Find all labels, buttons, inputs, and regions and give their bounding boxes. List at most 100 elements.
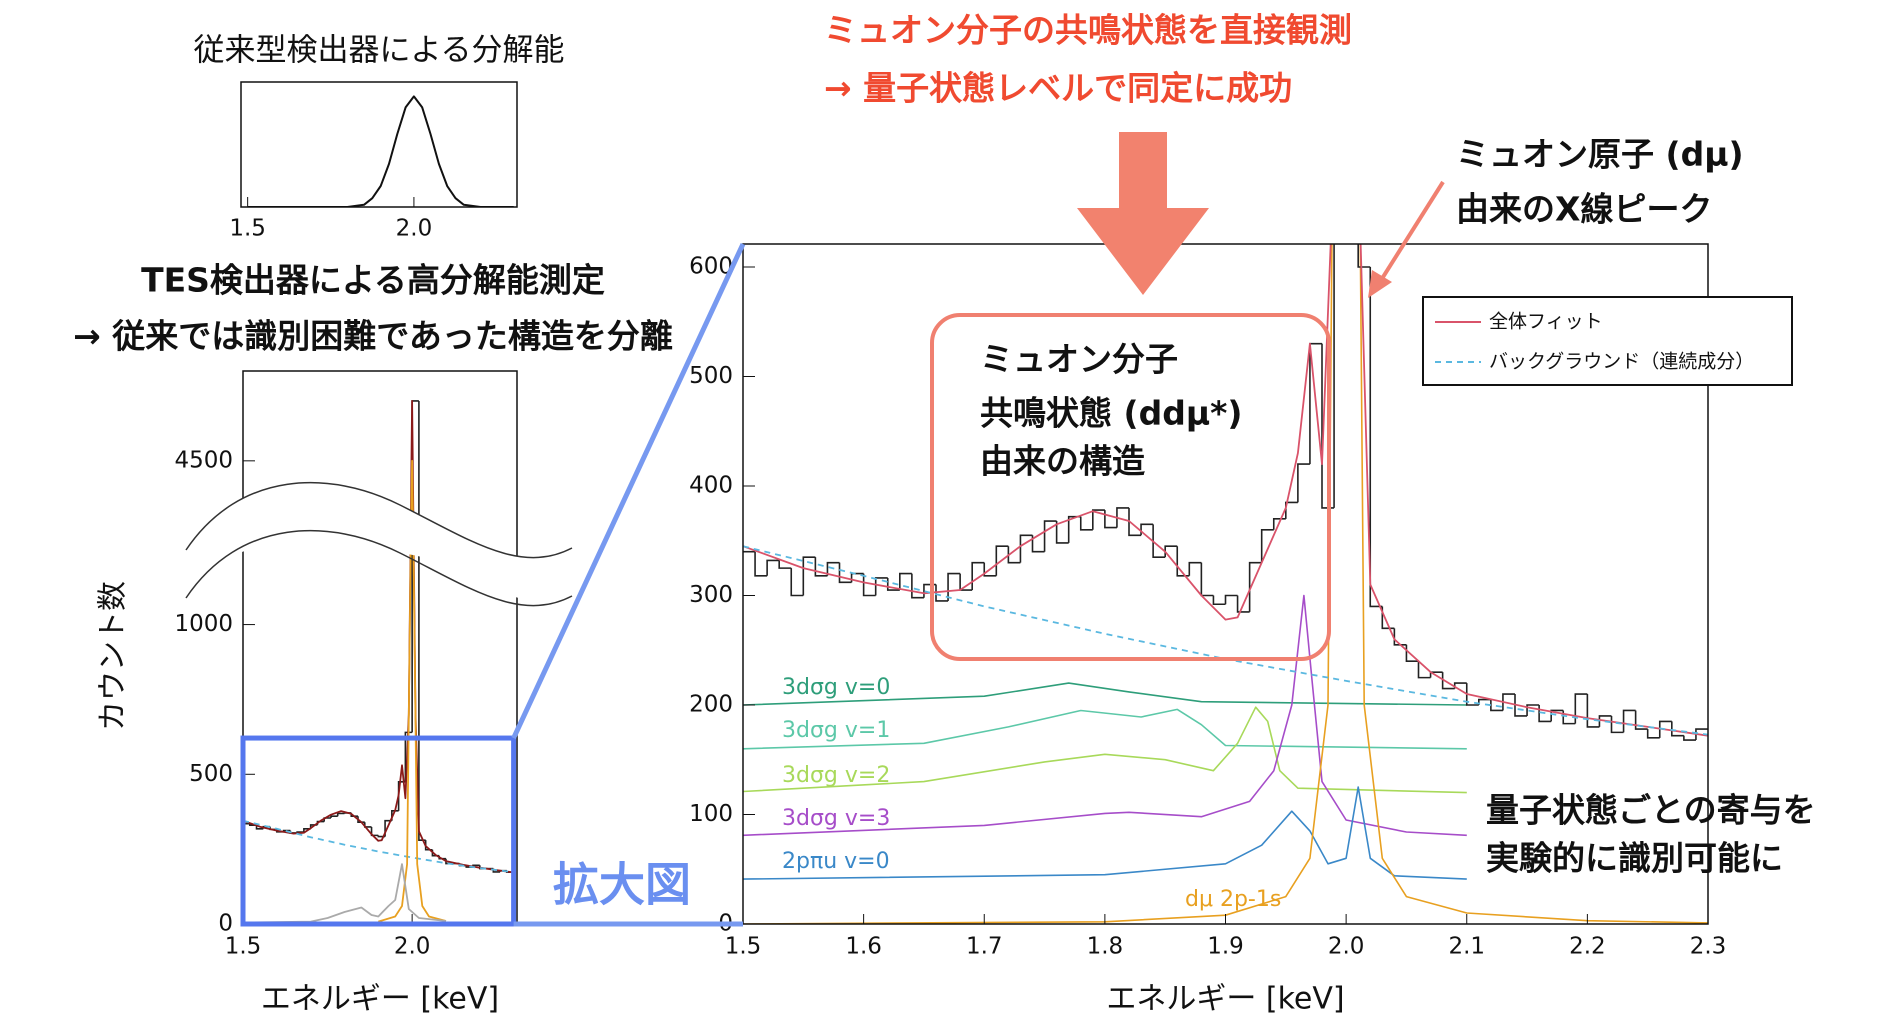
legend-label: バックグラウンド（連続成分） — [1489, 351, 1754, 373]
histogram-bin — [1574, 693, 1588, 724]
histogram-bin — [1104, 510, 1117, 529]
histogram-bin — [754, 551, 768, 577]
zoom-line — [511, 242, 746, 740]
component-label: 3dσg v=2 — [782, 763, 890, 788]
histogram-bin — [1188, 561, 1202, 576]
x-axis-label: エネルギー [keV] — [261, 982, 499, 1017]
histogram-bin — [995, 545, 1009, 576]
series-line — [743, 244, 1708, 737]
x-tick-label: 2.0 — [396, 216, 433, 242]
series-line — [743, 708, 1467, 750]
histogram-bin — [1610, 715, 1624, 734]
histogram-bin — [1369, 266, 1383, 608]
x-tick-label: 2.0 — [1328, 934, 1365, 960]
y-tick-label: 0 — [218, 911, 233, 937]
x-tick-label: 2.1 — [1448, 934, 1485, 960]
histogram-bin — [1019, 534, 1033, 563]
histogram-bin — [911, 573, 924, 599]
histogram-bin — [1236, 595, 1250, 613]
component-label: 2pπu v=0 — [782, 849, 890, 874]
histogram-bin — [1164, 545, 1178, 558]
annotation: 由来の構造 — [980, 442, 1145, 481]
big-arrow — [1077, 132, 1209, 295]
x-axis-label: エネルギー [keV] — [1106, 982, 1344, 1017]
annotation: ミュオン原子 (dμ) — [1456, 135, 1744, 174]
histogram-bin — [1550, 709, 1564, 722]
axis-break — [185, 481, 573, 607]
zoom-box — [240, 735, 517, 927]
histogram-bin — [1538, 704, 1552, 723]
histogram-bin — [1695, 728, 1708, 741]
component-label: 3dσg v=1 — [782, 718, 890, 743]
pointer-arrow — [1376, 180, 1445, 287]
x-tick-label: 1.6 — [845, 934, 882, 960]
histogram-bin — [1260, 528, 1274, 563]
histogram-bin — [862, 573, 876, 597]
y-axis-label: カウント数 — [96, 581, 131, 731]
y-tick-label: 100 — [689, 801, 733, 827]
component-label: 3dσg v=3 — [782, 806, 890, 831]
histogram-bin — [1671, 721, 1684, 737]
histogram-bin — [330, 815, 338, 819]
series-line — [243, 400, 514, 874]
x-tick-label: 1.5 — [229, 216, 266, 242]
histogram-bin — [1297, 463, 1310, 503]
highlight-box — [930, 313, 1331, 661]
histogram-bin — [1490, 699, 1503, 712]
y-tick-label: 4500 — [174, 447, 233, 473]
histogram-bin — [1200, 562, 1214, 597]
histogram-bin — [1043, 520, 1057, 552]
histogram-bin — [1055, 521, 1069, 544]
histogram-bin — [1441, 672, 1455, 690]
histogram-bin — [1285, 501, 1298, 519]
histogram-bin — [1092, 509, 1105, 530]
annotation: 共鳴状態 (ddμ*) — [980, 394, 1242, 433]
histogram-bin — [886, 577, 900, 591]
annotation: 由来のX線ピーク — [1456, 190, 1712, 229]
component-label: dμ 2p-1s — [1185, 887, 1281, 912]
histogram-bin — [826, 561, 840, 576]
histogram-bin — [1079, 516, 1093, 531]
series-line — [743, 545, 1708, 736]
series-line — [243, 819, 514, 874]
histogram-bin — [899, 572, 912, 591]
histogram-bin — [1152, 524, 1166, 558]
histogram-bin — [1357, 244, 1371, 268]
histogram-bin — [1333, 244, 1335, 508]
histogram-bin — [959, 573, 973, 591]
histogram-bin — [336, 812, 345, 817]
histogram-bin — [790, 568, 804, 597]
histogram-bin — [1067, 515, 1081, 543]
histogram-bin — [1007, 546, 1021, 564]
x-tick-label: 2.3 — [1690, 934, 1727, 960]
histogram-bin — [1212, 595, 1226, 606]
x-tick-label: 1.5 — [225, 934, 262, 960]
x-tick-label: 2.2 — [1569, 934, 1606, 960]
y-tick-label: 500 — [189, 761, 233, 787]
legend-box — [1422, 296, 1793, 386]
x-tick-label: 1.9 — [1207, 934, 1244, 960]
series-line — [247, 95, 514, 207]
annotation: 実験的に識別可能に — [1486, 839, 1783, 878]
subtitle: → 従来では識別困難であった構造を分離 — [73, 317, 673, 356]
histogram-bin — [1622, 709, 1636, 733]
annotation: ミュオン分子 — [980, 340, 1178, 379]
series-line — [743, 682, 1467, 706]
histogram-bin — [1634, 710, 1648, 730]
histogram-bin — [1224, 594, 1238, 605]
histogram-bin — [1514, 694, 1528, 717]
y-tick-label: 200 — [689, 691, 733, 717]
histogram-bin — [766, 559, 780, 576]
histogram-bin — [778, 560, 792, 569]
inset-title: 従来型検出器による分解能 — [193, 33, 564, 69]
y-tick-label: 300 — [689, 582, 733, 608]
x-tick-label: 1.5 — [725, 934, 762, 960]
histogram-bin — [935, 584, 949, 602]
subtitle: → 量子状態レベルで同定に成功 — [824, 69, 1292, 108]
histogram-bin — [1683, 735, 1696, 741]
break-line — [185, 529, 573, 607]
y-tick-label: 500 — [689, 363, 733, 389]
histogram-bin — [814, 557, 828, 577]
annotation: 量子状態ごとの寄与を — [1486, 791, 1816, 830]
title: ミュオン分子の共鳴状態を直接観測 — [824, 11, 1352, 50]
